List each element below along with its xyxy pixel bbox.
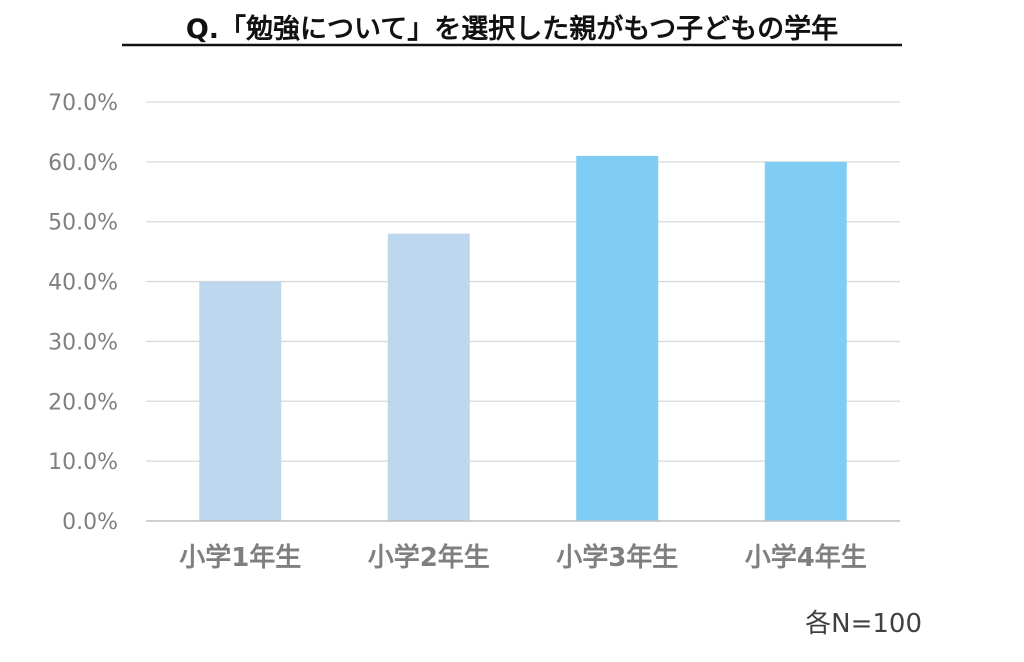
bar <box>387 233 470 521</box>
y-tick-label: 70.0% <box>48 91 118 116</box>
y-tick-label: 10.0% <box>48 450 118 475</box>
y-tick-label: 40.0% <box>48 271 118 296</box>
y-axis-tick-labels: 0.0% 10.0% 20.0% 30.0% 40.0% 50.0% 60.0% 70.0% <box>48 91 118 535</box>
x-category-label: 小学3年生 <box>556 542 678 573</box>
y-tick-label: 0.0% <box>62 510 118 535</box>
x-category-label: 小学1年生 <box>179 542 301 573</box>
x-category-label: 小学4年生 <box>745 542 867 573</box>
sample-size-note: 各N=100 <box>805 609 922 639</box>
x-category-label: 小学2年生 <box>368 542 490 573</box>
y-tick-label: 20.0% <box>48 390 118 415</box>
bar <box>199 281 282 521</box>
y-tick-label: 60.0% <box>48 151 118 176</box>
bars <box>199 155 847 521</box>
chart-title: Q.「勉強について」を選択した親がもつ子どもの学年 <box>186 13 838 45</box>
bar <box>764 161 847 521</box>
y-tick-label: 30.0% <box>48 330 118 355</box>
bar <box>576 155 659 521</box>
y-tick-label: 50.0% <box>48 211 118 236</box>
x-axis-category-labels: 小学1年生 小学2年生 小学3年生 小学4年生 <box>179 542 867 573</box>
